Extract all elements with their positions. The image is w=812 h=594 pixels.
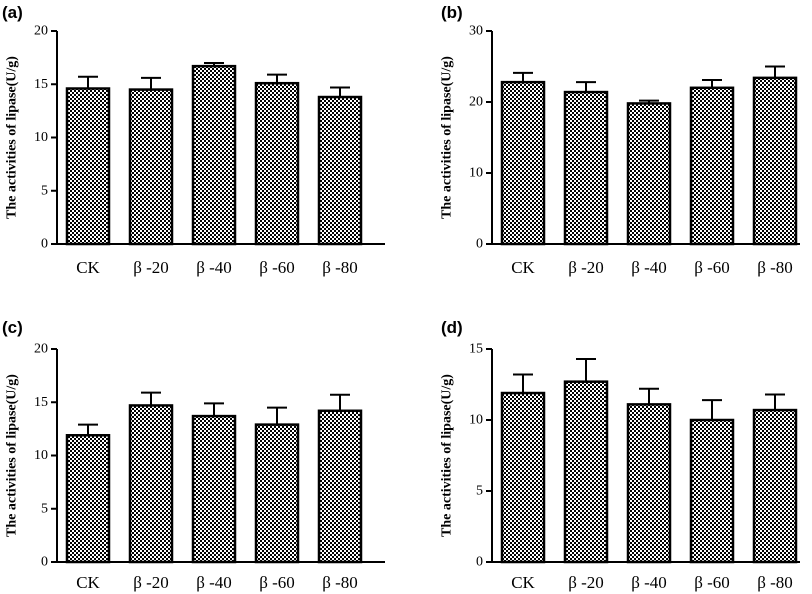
- y-tick-label: 10: [34, 448, 48, 463]
- bar-2: [128, 88, 174, 246]
- bar-1: [65, 434, 111, 564]
- chart-panel-1: (a) The activities of lipase(U/g) 0 5 10 15 20…: [2, 3, 385, 277]
- bar-4: [254, 81, 300, 246]
- x-category-label: β -60: [694, 258, 730, 277]
- y-tick-label: 15: [34, 77, 48, 92]
- x-category-label: CK: [76, 573, 100, 592]
- chart-panel-3: (c) The activities of lipase(U/g) 0 5 10 15 20…: [2, 318, 385, 592]
- y-tick-label: 5: [41, 183, 48, 198]
- y-tick-label: 20: [34, 24, 48, 39]
- y-tick-label: 15: [34, 395, 48, 410]
- x-category-label: β -80: [757, 573, 793, 592]
- bar-3: [191, 64, 237, 246]
- x-category-label: β -20: [133, 573, 169, 592]
- bar-5: [317, 95, 363, 246]
- y-tick-label: 0: [41, 555, 48, 570]
- y-tick-label: 0: [476, 237, 483, 252]
- y-tick-label: 10: [34, 130, 48, 145]
- y-tick-label: 0: [41, 237, 48, 252]
- y-tick-label: 20: [34, 342, 48, 357]
- bar-4: [689, 418, 735, 564]
- x-category-label: CK: [76, 258, 100, 277]
- bar-3: [626, 403, 672, 564]
- x-category-label: β -40: [196, 573, 232, 592]
- x-category-label: β -40: [196, 258, 232, 277]
- y-axis-label: The activities of lipase(U/g): [5, 374, 20, 537]
- panel-label: (c): [2, 318, 23, 337]
- panel-label: (a): [2, 3, 23, 22]
- y-tick-label: 5: [41, 501, 48, 516]
- y-tick-label: 20: [469, 95, 483, 110]
- x-category-label: β -60: [259, 573, 295, 592]
- y-tick-label: 10: [469, 413, 483, 428]
- x-category-label: β -20: [133, 258, 169, 277]
- x-category-label: β -40: [631, 573, 667, 592]
- bar-1: [65, 87, 111, 246]
- x-category-label: CK: [511, 258, 535, 277]
- panel-label: (b): [441, 3, 463, 22]
- x-category-label: β -60: [259, 258, 295, 277]
- x-category-label: β -20: [568, 258, 604, 277]
- x-category-label: β -80: [322, 258, 358, 277]
- y-tick-label: 30: [469, 24, 483, 39]
- y-axis-label: The activities of lipase(U/g): [440, 374, 455, 537]
- bar-2: [128, 404, 174, 564]
- bar-2: [563, 380, 609, 564]
- y-tick-label: 10: [469, 166, 483, 181]
- bar-1: [500, 80, 546, 246]
- x-category-label: β -80: [757, 258, 793, 277]
- bar-4: [689, 86, 735, 246]
- bar-2: [563, 90, 609, 246]
- x-category-label: CK: [511, 573, 535, 592]
- y-tick-label: 0: [476, 555, 483, 570]
- bar-5: [752, 408, 798, 564]
- y-tick-label: 5: [476, 484, 483, 499]
- bar-5: [317, 409, 363, 564]
- bar-4: [254, 423, 300, 564]
- y-axis-label: The activities of lipase(U/g): [5, 56, 20, 219]
- bar-3: [626, 102, 672, 246]
- chart-panel-2: (b) The activities of lipase(U/g) 0 10 20 30 C…: [440, 3, 800, 277]
- bar-5: [752, 76, 798, 246]
- panel-label: (d): [441, 318, 463, 337]
- chart-panel-4: (d) The activities of lipase(U/g) 0 5 10 15 CK…: [440, 318, 800, 592]
- y-tick-label: 15: [469, 342, 483, 357]
- x-category-label: β -60: [694, 573, 730, 592]
- x-category-label: β -40: [631, 258, 667, 277]
- y-axis-label: The activities of lipase(U/g): [440, 56, 455, 219]
- bar-3: [191, 414, 237, 564]
- bar-1: [500, 391, 546, 564]
- x-category-label: β -80: [322, 573, 358, 592]
- x-category-label: β -20: [568, 573, 604, 592]
